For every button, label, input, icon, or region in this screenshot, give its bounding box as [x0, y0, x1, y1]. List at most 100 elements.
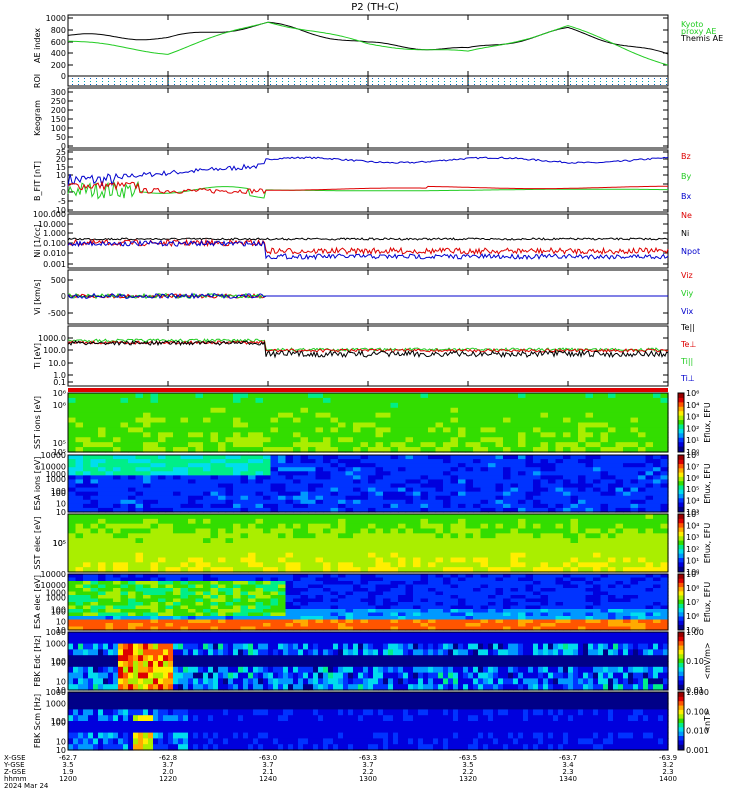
x-axis-x-value: -63.0	[259, 754, 277, 762]
x-axis-y-value: 3.4	[562, 761, 574, 769]
sst-top-bar	[68, 388, 668, 392]
x-axis-x-value: -63.9	[659, 754, 677, 762]
x-axis-y-value: 3.5	[462, 761, 473, 769]
x-axis-t-value: 1240	[259, 775, 277, 783]
esa_ion-ylabel: ESA ions [eV]	[33, 457, 42, 511]
keogram-tick-label: 100	[51, 124, 66, 133]
ae-legend-item: Kyoto	[681, 20, 703, 29]
fbk_e-ylabel: FBK Edc [Hz]	[33, 635, 42, 686]
temperature-tick-label: 10.0	[48, 359, 66, 368]
esa_elec-tick-label: 100	[51, 605, 66, 614]
fbk_b-colorbar-label: <nT>	[703, 709, 712, 732]
x-axis-z-value: 2.3	[662, 768, 673, 776]
sst_ion-colorbar-tick: 10²	[686, 424, 699, 433]
esa_elec-colorbar-tick: 10⁵	[686, 626, 699, 635]
bfield-tick-label: 20	[56, 155, 66, 164]
velocity-legend-item: Vix	[681, 307, 694, 316]
ne-line	[67, 238, 669, 256]
esa_elec-colorbar-tick: 10⁷	[686, 598, 699, 607]
sst_ion-colorbar-tick: 10⁴	[686, 401, 699, 410]
x-axis-y-value: 3.7	[362, 761, 373, 769]
by-line	[67, 180, 668, 200]
x-axis-x-value: -62.8	[159, 754, 177, 762]
esa_ion-tick-label: 10000	[41, 451, 66, 460]
ae-ylabel: AE index	[33, 28, 42, 63]
sst_elec-colorbar-tick: 10⁰	[686, 568, 699, 577]
fbk_b-colorbar-tick: 1.000	[686, 688, 709, 697]
keogram-tick-label: 200	[51, 106, 66, 115]
bfield-tick-label: -10	[53, 206, 66, 215]
bfield-legend-item: By	[681, 172, 691, 181]
temperature-legend-item: Te||	[680, 323, 695, 332]
keogram-tick-label: 250	[51, 97, 66, 106]
temperature-legend-item: Ti||	[680, 357, 693, 366]
temperature-tick-label: 1000.0	[38, 334, 66, 343]
bfield-legend-item: Bx	[681, 192, 691, 201]
x-axis-t-value: 1200	[59, 775, 77, 783]
esa_ion-colorbar-tick: 10⁵	[686, 485, 699, 494]
esa_elec-ylabel: ESA elec [eV]	[33, 575, 42, 629]
ae-tick-label: 600	[51, 38, 66, 47]
temperature-tick-label: 0.1	[53, 378, 66, 387]
density-ylabel: Ni [1/cc]	[33, 224, 42, 258]
ae-tick-label: 400	[51, 49, 66, 58]
esa_ion-colorbar-tick: 10⁴	[686, 497, 699, 506]
bfield-tick-label: 5	[61, 180, 66, 189]
panel-esa_ion: ESA ions [eV]100001000100101000010001001…	[33, 451, 669, 517]
sst_ion-colorbar: 10⁶ 10⁴ 10³ 10² 10¹ 10⁰ Eflux, EFU	[677, 389, 712, 457]
esa_ion-colorbar: 10⁸ 10⁷ 10⁶ 10⁵ 10⁴ 10³ Eflux, EFU	[677, 451, 712, 517]
x-axis-x-value: -62.7	[59, 754, 77, 762]
vix-line	[67, 292, 668, 300]
esa_ion-colorbar-tick: 10⁷	[686, 462, 699, 471]
te-perp-line	[67, 339, 669, 353]
bfield-tick-label: 15	[56, 163, 66, 172]
bfield-tick-label: 0	[61, 188, 66, 197]
fbk_e-tick-label: 10	[56, 686, 66, 695]
fbk_e-colorbar-tick: 1.00	[686, 628, 704, 637]
esa_ion-colorbar-tick: 10³	[686, 508, 699, 517]
panel-roi: ROI	[33, 74, 669, 88]
fbk_b-ylabel: FBK Scm [Hz]	[33, 694, 42, 748]
density-legend-item: Npot	[681, 247, 700, 256]
fbk_b-colorbar-tick: 0.010	[686, 727, 709, 736]
ni-line	[67, 237, 669, 241]
temperature-tick-label: 100.0	[43, 346, 66, 355]
sst_ion-colorbar-tick: 10⁶	[686, 389, 699, 398]
esa_ion-colorbar-tick: 10⁶	[686, 474, 699, 483]
esa_elec-tick-label: 10	[56, 618, 66, 627]
x-axis-z-value: 1.9	[62, 768, 73, 776]
sst_ion-tick-label: 10⁵	[53, 448, 66, 457]
panel-ae: AE index 1000 800 600 400 200 0	[33, 14, 669, 81]
x-axis-row-label: Z-GSE	[4, 768, 26, 776]
keogram-tick-label: 300	[51, 88, 66, 97]
bfield-ylabel: B_FIT [nT]	[33, 161, 42, 201]
sst_ion-ylabel: SST ions [eV]	[33, 396, 42, 449]
esa_ion-tick-label: 10	[56, 508, 66, 517]
esa_elec-colorbar-tick: 10⁶	[686, 612, 699, 621]
x-axis-z-value: 2.3	[562, 768, 573, 776]
esa_ion-tick-label: 100	[51, 487, 66, 496]
fbk_b-colorbar-tick: 0.100	[686, 707, 709, 716]
keogram-tick-label: 150	[51, 115, 66, 124]
temperature-tick-label: 1.0	[53, 371, 66, 380]
esa_elec-colorbar-tick: 10⁸	[686, 584, 699, 593]
x-axis-x-value: -63.5	[459, 754, 477, 762]
keogram-tick-label: 50	[56, 133, 66, 142]
x-axis-z-value: 2.1	[262, 768, 273, 776]
x-axis-z-value: 2.2	[362, 768, 373, 776]
ae-tick-label: 200	[51, 61, 66, 70]
temperature-legend-item: Te⊥	[680, 340, 696, 349]
bfield-tick-label: 25	[56, 148, 66, 157]
fbk_b-tick-label: 10	[56, 746, 66, 755]
sst_elec-colorbar-tick: 10⁴	[686, 522, 699, 531]
te-par-line	[67, 339, 669, 359]
esa_ion-tick-label: 1000	[46, 475, 66, 484]
density-tick-label: 0.010	[43, 249, 66, 258]
x-axis-x-value: -63.3	[359, 754, 377, 762]
velocity-legend-item: Viy	[681, 289, 694, 298]
x-axis-y-value: 3.2	[662, 761, 673, 769]
fbk_e-colorbar-tick: 0.10	[686, 657, 704, 666]
sst_ion-tick-label: 10⁶	[53, 389, 66, 398]
